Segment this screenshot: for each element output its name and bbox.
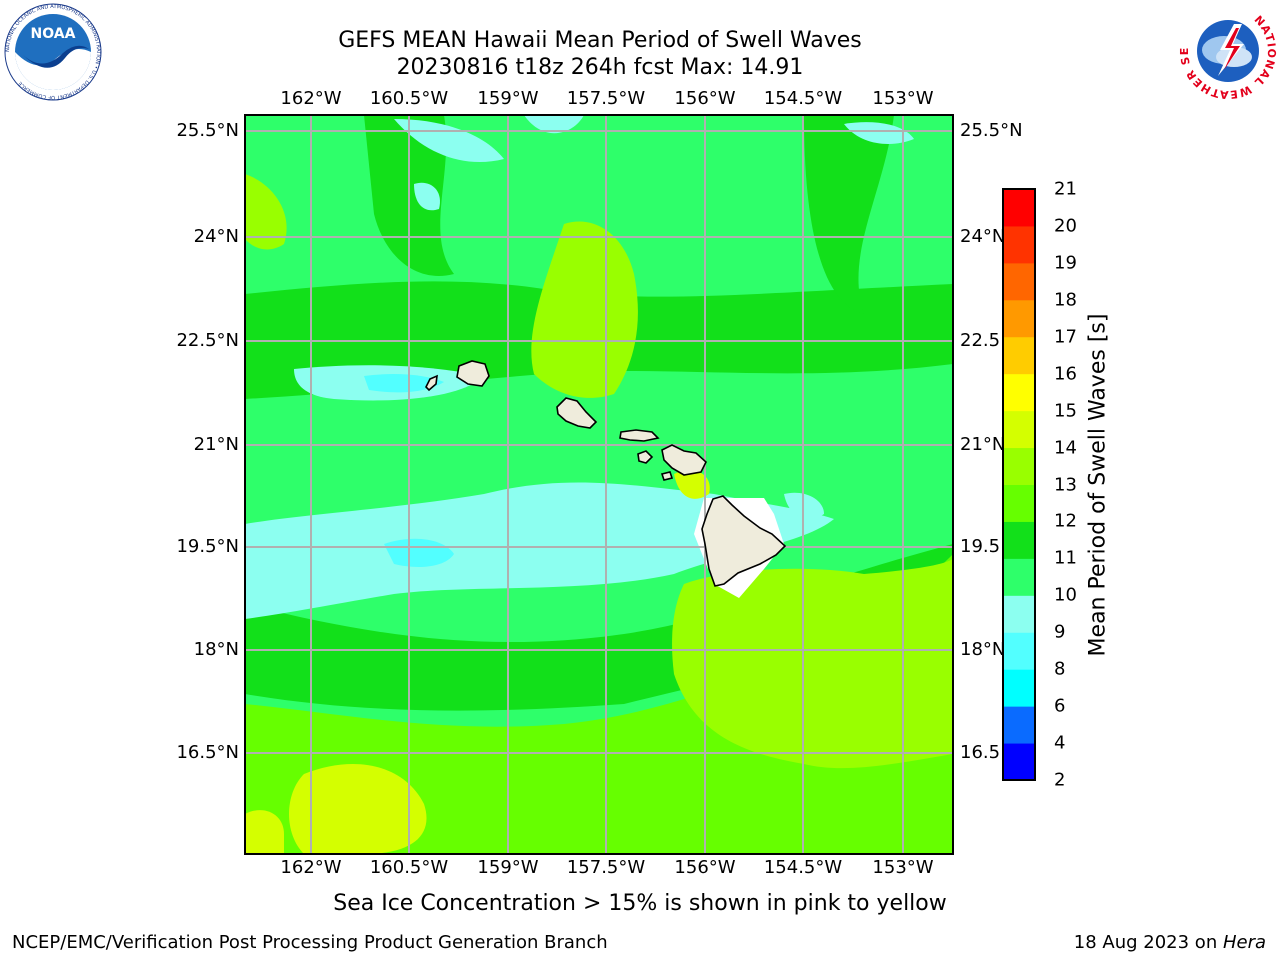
colorbar-tick-label: 8 xyxy=(1054,658,1066,680)
lon-label-top: 156°W xyxy=(674,88,736,109)
island-lanai xyxy=(637,450,654,464)
colorbar-segment xyxy=(1003,410,1035,449)
colorbar-tick-label: 21 xyxy=(1054,178,1077,200)
colorbar-segment xyxy=(1003,189,1035,227)
lon-label-top: 162°W xyxy=(280,88,342,109)
map-field xyxy=(245,115,953,854)
colorbar-tick-label: 15 xyxy=(1054,400,1077,422)
island-oahu xyxy=(556,397,598,429)
lat-label-right: 18°N xyxy=(960,639,1006,660)
colorbar-tick-label: 20 xyxy=(1054,215,1077,237)
map-frame xyxy=(244,114,954,855)
nws-logo: NATIONAL WEATHER SERVICE xyxy=(1178,2,1277,100)
lon-label-top: 160.5°W xyxy=(369,88,449,109)
lat-label-left: 24°N xyxy=(193,226,239,247)
colorbar-tick-label: 9 xyxy=(1054,621,1066,643)
colorbar-segment xyxy=(1003,595,1035,633)
lat-label-right: 16.5 xyxy=(960,742,1001,763)
lon-label-bottom: 162°W xyxy=(280,857,342,878)
lat-label-left: 25.5°N xyxy=(176,120,239,141)
colorbar xyxy=(1002,188,1036,781)
colorbar-tick-label: 14 xyxy=(1054,437,1077,459)
hawaiian-islands xyxy=(425,360,787,587)
colorbar-segment xyxy=(1003,373,1035,412)
island-niihau xyxy=(425,374,438,392)
colorbar-segment xyxy=(1003,336,1035,375)
colorbar-tick-label: 6 xyxy=(1054,695,1066,717)
island-molokai xyxy=(619,429,660,442)
lon-label-bottom: 157.5°W xyxy=(566,857,646,878)
lon-label-bottom: 156°W xyxy=(674,857,736,878)
lon-label-top: 154.5°W xyxy=(763,88,843,109)
colorbar-tick-label: 12 xyxy=(1054,510,1077,532)
generation-date: 18 Aug 2023 on Hera xyxy=(1074,932,1266,953)
colorbar-segment xyxy=(1003,262,1035,301)
colorbar-frame xyxy=(1002,188,1036,781)
map-grid xyxy=(245,115,953,854)
island-maui xyxy=(661,444,707,476)
island-big-island xyxy=(701,495,787,587)
lat-label-left: 22.5°N xyxy=(176,330,239,351)
lon-label-top: 157.5°W xyxy=(566,88,646,109)
chart-subtitle: 20230816 t18z 264h fcst Max: 14.91 xyxy=(396,55,804,80)
island-kauai xyxy=(456,360,490,387)
lat-label-right: 25.5°N xyxy=(960,120,1023,141)
colorbar-segment xyxy=(1003,299,1035,338)
colorbar-tick-label: 4 xyxy=(1054,732,1066,754)
colorbar-segment xyxy=(1003,225,1035,264)
noaa-logo-text: NOAA xyxy=(31,26,76,42)
swell-period-map xyxy=(244,114,954,855)
colorbar-segment xyxy=(1003,558,1035,596)
colorbar-tick-label: 18 xyxy=(1054,289,1077,311)
colorbar-tick-label: 10 xyxy=(1054,584,1077,606)
colorbar-tick-label: 17 xyxy=(1054,326,1077,348)
lat-label-right: 21°N xyxy=(960,434,1006,455)
lat-label-right: 19.5 xyxy=(960,536,1001,557)
lat-label-left: 16.5°N xyxy=(176,742,239,763)
colorbar-segment xyxy=(1003,447,1035,485)
colorbar-tick-label: 11 xyxy=(1054,547,1077,569)
colorbar-tick-label: 19 xyxy=(1054,252,1077,274)
lon-label-top: 153°W xyxy=(872,88,934,109)
lat-label-left: 18°N xyxy=(193,639,239,660)
colorbar-label: Mean Period of Swell Waves [s] xyxy=(1085,313,1111,657)
lat-label-left: 21°N xyxy=(193,434,239,455)
generation-date-text: 18 Aug 2023 on xyxy=(1073,932,1223,953)
colorbar-tick-label: 13 xyxy=(1054,474,1077,495)
colorbar-segments xyxy=(1003,189,1035,781)
colorbar-segment xyxy=(1003,521,1035,559)
producer-credit: NCEP/EMC/Verification Post Processing Pr… xyxy=(12,932,608,953)
lat-label-left: 19.5°N xyxy=(176,536,239,557)
lon-label-bottom: 160.5°W xyxy=(369,857,449,878)
colorbar-segment xyxy=(1003,484,1035,522)
colorbar-segment xyxy=(1003,706,1035,744)
lat-label-right: 24°N xyxy=(960,226,1006,247)
lon-label-bottom: 154.5°W xyxy=(763,857,843,878)
lon-label-bottom: 153°W xyxy=(872,857,934,878)
colorbar-tick-label: 16 xyxy=(1054,363,1077,385)
sea-ice-note: Sea Ice Concentration > 15% is shown in … xyxy=(333,891,947,916)
colorbar-segment xyxy=(1003,743,1035,781)
host-name: Hera xyxy=(1222,932,1266,953)
colorbar-tick-label: 2 xyxy=(1054,769,1066,791)
island-kahoolawe xyxy=(660,471,674,481)
lat-label-right: 22.5 xyxy=(960,330,1001,351)
colorbar-segment xyxy=(1003,669,1035,707)
lon-label-bottom: 159°W xyxy=(477,857,539,878)
lon-label-top: 159°W xyxy=(477,88,539,109)
colorbar-segment xyxy=(1003,632,1035,670)
noaa-logo: NATIONAL OCEANIC AND ATMOSPHERIC ADMINIS… xyxy=(4,3,102,101)
chart-title: GEFS MEAN Hawaii Mean Period of Swell Wa… xyxy=(338,28,862,53)
